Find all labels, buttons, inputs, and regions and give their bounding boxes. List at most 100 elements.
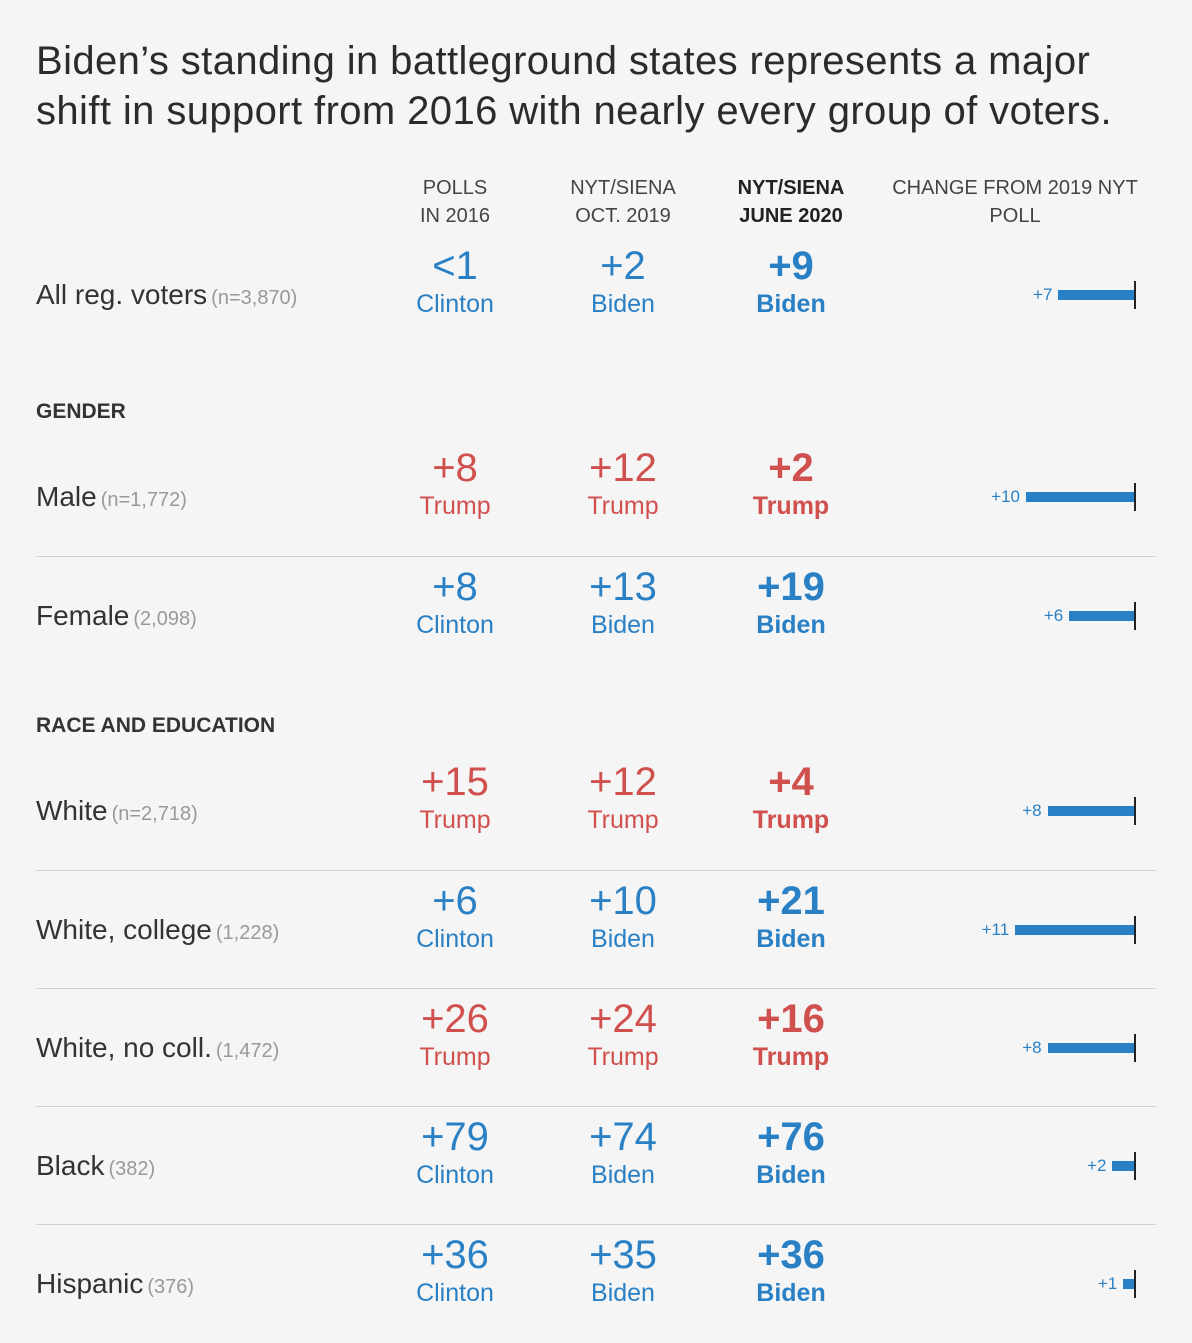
margin-cell: +21 Biden xyxy=(711,877,871,953)
group-name: Hispanic xyxy=(36,1268,144,1299)
leading-candidate: Biden xyxy=(756,290,826,318)
group-name: Male xyxy=(36,481,97,512)
change-label: +8 xyxy=(1022,1038,1042,1057)
row-label: White, college (1,228) xyxy=(36,914,279,946)
margin-value: +76 xyxy=(757,1115,825,1159)
table-row: All reg. voters (n=3,870) <1 Clinton +2 Biden… xyxy=(36,236,1156,354)
margin-value: +35 xyxy=(589,1233,657,1277)
change-label: +7 xyxy=(1033,285,1053,304)
margin-cell: +79 Clinton xyxy=(375,1113,535,1189)
leading-candidate: Biden xyxy=(756,925,826,953)
column-header-2: NYT/SIENA OCT. 2019 xyxy=(538,174,708,230)
row-label: White (n=2,718) xyxy=(36,795,198,827)
margin-cell: +12 Trump xyxy=(543,444,703,520)
margin-cell: +9 Biden xyxy=(711,242,871,318)
column-header-line: IN 2016 xyxy=(419,205,491,227)
leading-candidate: Biden xyxy=(591,1161,655,1189)
column-header-line: NYT/SIENA xyxy=(737,177,845,199)
change-axis-tick xyxy=(1134,916,1136,944)
margin-cell: +2 Trump xyxy=(711,444,871,520)
change-axis-tick xyxy=(1134,797,1136,825)
leading-candidate: Trump xyxy=(419,492,491,520)
change-bar xyxy=(1112,1161,1134,1171)
margin-value: +19 xyxy=(757,565,825,609)
margin-value: +26 xyxy=(421,997,489,1041)
margin-cell: +36 Clinton xyxy=(375,1231,535,1307)
margin-cell: +24 Trump xyxy=(543,995,703,1071)
margin-value: +13 xyxy=(589,565,657,609)
leading-candidate: Trump xyxy=(587,806,659,834)
change-bar-group: +10 xyxy=(36,438,1156,556)
leading-candidate: Trump xyxy=(587,492,659,520)
column-header-1: POLLS IN 2016 xyxy=(370,174,540,230)
leading-candidate: Clinton xyxy=(416,290,494,318)
change-label: +10 xyxy=(991,487,1020,506)
margin-cell: +26 Trump xyxy=(375,995,535,1071)
change-bar xyxy=(1058,290,1134,300)
chart-title: Biden’s standing in battleground states … xyxy=(36,39,1113,133)
margin-cell: +19 Biden xyxy=(711,563,871,639)
margin-value: +8 xyxy=(432,446,478,490)
margin-value: +4 xyxy=(768,760,814,804)
margin-value: +36 xyxy=(421,1233,489,1277)
leading-candidate: Biden xyxy=(591,290,655,318)
margin-cell: +16 Trump xyxy=(711,995,871,1071)
group-name: White xyxy=(36,795,108,826)
margin-value: +16 xyxy=(757,997,825,1041)
margin-cell: +36 Biden xyxy=(711,1231,871,1307)
table-row: White, no coll. (1,472) +26 Trump +24 Trump +1… xyxy=(36,988,1156,1107)
group-name: White, college xyxy=(36,914,212,945)
change-label: +1 xyxy=(1097,1274,1118,1293)
leading-candidate: Trump xyxy=(752,806,830,834)
change-axis-tick xyxy=(1134,483,1136,511)
margin-cell: +8 Trump xyxy=(375,444,535,520)
leading-candidate: Trump xyxy=(752,492,830,520)
group-name: All reg. voters xyxy=(36,279,208,310)
column-header-line: CHANGE FROM 2019 NYT xyxy=(892,177,1138,199)
margin-value: +10 xyxy=(589,879,657,923)
margin-cell: +4 Trump xyxy=(711,758,871,834)
change-label: +2 xyxy=(1087,1156,1107,1175)
change-bar xyxy=(1026,492,1134,502)
row-label: All reg. voters (n=3,870) xyxy=(36,279,297,311)
leading-candidate: Trump xyxy=(419,1043,491,1071)
row-label: Black (382) xyxy=(36,1150,155,1182)
change-bar xyxy=(1123,1279,1134,1289)
section-heading: RACE AND EDUCATION xyxy=(36,714,276,737)
margin-value: +12 xyxy=(589,760,657,804)
leading-candidate: Trump xyxy=(587,1043,659,1071)
margin-value: +36 xyxy=(757,1233,825,1277)
change-bar xyxy=(1069,611,1134,621)
margin-value: +2 xyxy=(600,244,646,288)
change-bar-group: +7 xyxy=(36,236,1156,354)
column-header-line: POLLS xyxy=(422,177,488,199)
margin-cell: +10 Biden xyxy=(543,877,703,953)
change-bar-group: +2 xyxy=(36,1107,1156,1225)
change-axis-tick xyxy=(1134,1034,1136,1062)
leading-candidate: Clinton xyxy=(416,925,494,953)
section-heading: GENDER xyxy=(36,400,126,423)
leading-candidate: Trump xyxy=(419,806,491,834)
row-label: Male (n=1,772) xyxy=(36,481,187,513)
change-bar-group: +11 xyxy=(36,871,1156,989)
margin-value: +8 xyxy=(432,565,478,609)
leading-candidate: Clinton xyxy=(416,611,494,639)
table-row: Male (n=1,772) +8 Trump +12 Trump +2 Trump +10 xyxy=(36,438,1156,556)
margin-value: +12 xyxy=(589,446,657,490)
leading-candidate: Biden xyxy=(756,611,826,639)
margin-value: +21 xyxy=(757,879,825,923)
change-label: +8 xyxy=(1022,801,1042,820)
row-label: White, no coll. (1,472) xyxy=(36,1032,279,1064)
margin-value: +2 xyxy=(768,446,814,490)
table-row: Hispanic (376) +36 Clinton +35 Biden +36 Biden +… xyxy=(36,1224,1156,1343)
table-row: White, college (1,228) +6 Clinton +10 Biden +2… xyxy=(36,870,1156,989)
leading-candidate: Trump xyxy=(752,1043,830,1071)
leading-candidate: Biden xyxy=(591,611,655,639)
table-row: White (n=2,718) +15 Trump +12 Trump +4 Trump +8 xyxy=(36,752,1156,870)
change-axis-tick xyxy=(1134,1270,1136,1298)
row-label: Female (2,098) xyxy=(36,600,197,632)
change-axis-tick xyxy=(1134,281,1136,309)
group-name: Black xyxy=(36,1150,105,1181)
sample-size: (1,228) xyxy=(215,922,280,944)
row-label: Hispanic (376) xyxy=(36,1268,194,1300)
